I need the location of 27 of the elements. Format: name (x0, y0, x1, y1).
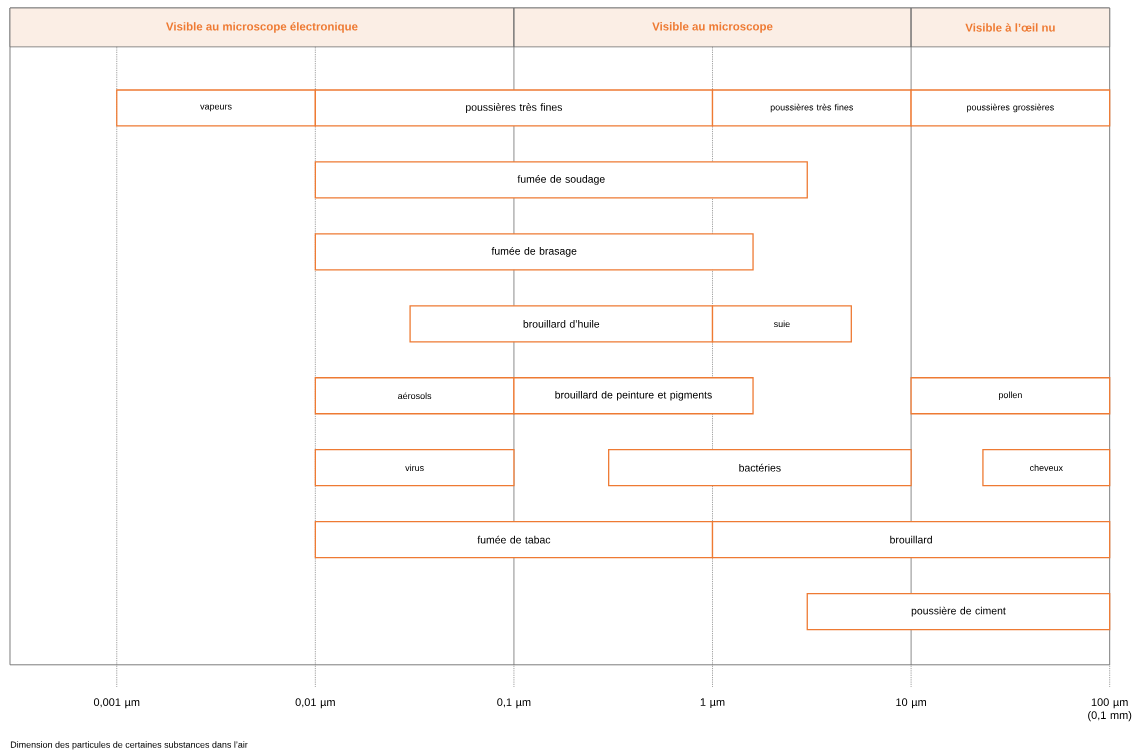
x-tick-label: 100 µm (0,1 mm) (1088, 698, 1132, 722)
x-tick-label: 10 µm (896, 698, 927, 709)
x-tick-label: 0,001 µm (93, 698, 140, 709)
data-label: fumée de tabac (477, 535, 551, 544)
data-label: poussières très fines (770, 103, 854, 113)
x-tick-label: 0,01 µm (295, 698, 335, 709)
band-label: Visible au microscope (652, 22, 773, 33)
data-label: suie (773, 320, 790, 328)
data-label: pollen (999, 391, 1022, 401)
data-label: bactéries (739, 463, 781, 472)
data-label: brouillard d’huile (523, 320, 600, 328)
data-label: poussières grossières (967, 103, 1054, 113)
data-label: brouillard (890, 535, 932, 544)
text: Dimension des particules de certaines substances dans l’air (10, 741, 248, 750)
x-tick-label: 0,1 µm (497, 698, 531, 709)
data-label: fumée de soudage (517, 175, 605, 185)
x-tick-label: 1 µm (700, 698, 725, 709)
data-label: poussière de ciment (911, 606, 1006, 617)
band-label: Visible à l’œil nu (965, 23, 1055, 32)
data-label: aérosols (398, 392, 432, 400)
data-label: poussières très fines (466, 103, 563, 114)
data-label: fumée de brasage (491, 247, 577, 257)
data-label: brouillard de peinture et pigments (555, 390, 712, 401)
data-label: cheveux (1029, 464, 1063, 472)
data-label: virus (405, 464, 424, 472)
data-label: vapeurs (200, 104, 232, 112)
band-label: Visible au microscope électronique (166, 22, 358, 33)
